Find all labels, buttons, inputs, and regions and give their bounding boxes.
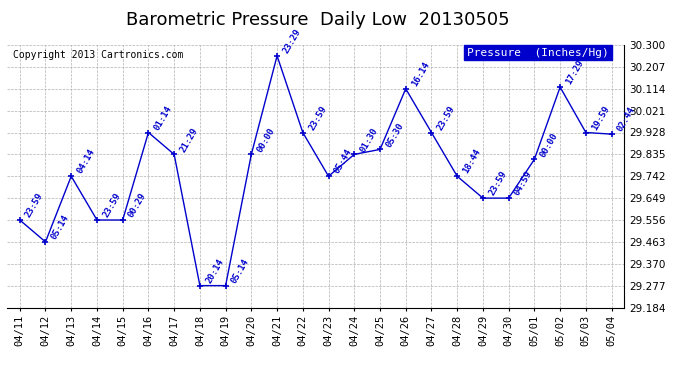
Text: 05:14: 05:14 — [230, 257, 251, 285]
Text: 05:14: 05:14 — [50, 213, 71, 241]
Text: 23:59: 23:59 — [435, 104, 457, 132]
Text: 21:29: 21:29 — [178, 126, 199, 154]
Text: 23:59: 23:59 — [101, 192, 122, 219]
Text: 01:30: 01:30 — [358, 126, 380, 154]
Text: 05:44: 05:44 — [333, 148, 354, 176]
Text: Barometric Pressure  Daily Low  20130505: Barometric Pressure Daily Low 20130505 — [126, 11, 509, 29]
Text: 18:44: 18:44 — [462, 148, 482, 176]
Text: 04:59: 04:59 — [513, 170, 534, 197]
Text: 23:29: 23:29 — [282, 27, 302, 55]
Text: 00:00: 00:00 — [539, 131, 560, 159]
Text: 23:59: 23:59 — [24, 192, 45, 219]
Text: Copyright 2013 Cartronics.com: Copyright 2013 Cartronics.com — [13, 50, 184, 60]
Text: Pressure  (Inches/Hg): Pressure (Inches/Hg) — [467, 48, 609, 58]
Text: 17:29: 17:29 — [564, 58, 586, 86]
Text: 00:00: 00:00 — [255, 126, 277, 154]
Text: 23:59: 23:59 — [487, 170, 509, 197]
Text: 19:59: 19:59 — [590, 104, 611, 132]
Text: 02:44: 02:44 — [615, 106, 637, 134]
Text: 00:29: 00:29 — [127, 192, 148, 219]
Text: 23:59: 23:59 — [307, 104, 328, 132]
Text: 20:14: 20:14 — [204, 257, 225, 285]
Text: 04:14: 04:14 — [75, 148, 97, 176]
Text: 05:30: 05:30 — [384, 121, 406, 148]
Text: 16:14: 16:14 — [410, 60, 431, 88]
Text: 01:14: 01:14 — [152, 104, 174, 132]
